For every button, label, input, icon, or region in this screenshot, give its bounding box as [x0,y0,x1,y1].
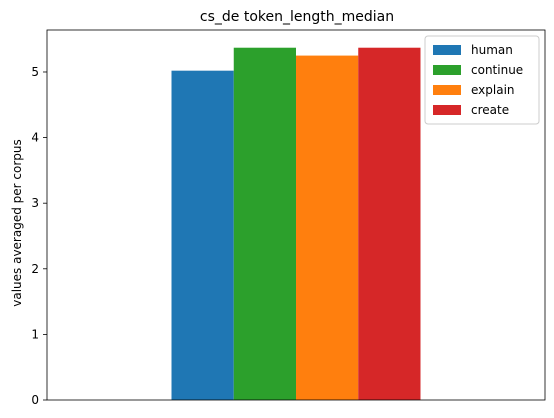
y-tick-label: 2 [31,262,39,276]
y-tick-label: 1 [31,327,39,341]
plot-frame [46,29,546,401]
legend-label-continue: continue [471,63,523,77]
y-tick-label: 4 [31,131,39,145]
y-tick-label: 0 [31,393,39,407]
legend-swatch-human [433,45,461,55]
y-tick-label: 5 [31,65,39,79]
legend-swatch-create [433,105,461,115]
chart-title: cs_de token_length_median [200,9,394,25]
bar-human [171,70,234,400]
bar-create [358,47,421,400]
bars-group [171,47,421,400]
bar-continue [233,47,296,400]
legend-swatch-continue [433,65,461,75]
legend-swatch-explain [433,85,461,95]
y-axis-label: values averaged per corpus [10,139,24,307]
legend: human continue explain create [424,35,540,125]
legend-label-explain: explain [471,83,515,97]
legend-label-human: human [471,43,513,57]
legend-label-create: create [471,103,509,117]
bar-explain [296,55,359,400]
legend-box [424,35,540,125]
y-tick-label: 3 [31,196,39,210]
y-axis-ticks: 0 1 2 3 4 5 [31,65,47,407]
